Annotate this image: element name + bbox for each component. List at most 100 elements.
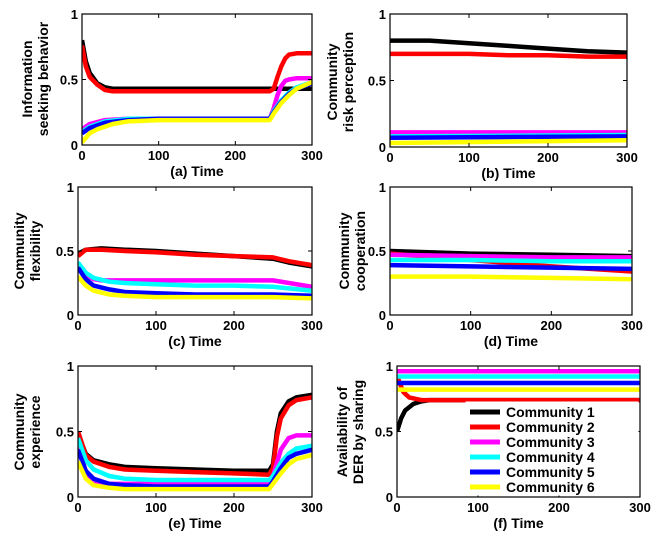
y-axis-label-line: Community [11,212,27,289]
y-tick-label: 0 [71,138,78,153]
panel-f: 0 100 200 300 0 0.5 1 (f) Time Availability ofDE… [334,359,651,531]
x-tick-label: 0 [393,500,400,515]
y-tick-label: 1 [71,7,78,22]
x-tick-label: 100 [145,500,167,515]
y-axis-label-line: cooperation [352,211,368,291]
series-group [82,39,312,144]
series-line-community-5 [390,262,632,272]
y-axis-label-line: flexibility [27,220,43,281]
y-tick-label: 0 [67,490,74,505]
y-axis-label-line: seeking behavior [35,21,51,136]
panel-a: 0 100 200 300 0 0.5 1 (a) Time Informationseekin… [19,7,323,179]
x-tick-label: 300 [301,318,323,333]
y-tick-label: 0 [386,490,393,505]
y-axis-label: Communitycooperation [336,211,368,291]
y-tick-label: 0 [379,140,386,155]
y-tick-label: 0.5 [375,425,393,440]
x-tick-label: 300 [629,500,651,515]
x-tick-label: 0 [78,148,85,163]
y-axis-label-line: experience [27,395,43,468]
series-line-community-6 [390,138,627,146]
y-axis-label-line: DER by sharing [350,380,366,484]
x-tick-label: 200 [537,150,559,165]
legend-entry-label: Community 4 [506,449,595,465]
y-axis-label-line: Information [19,41,35,118]
y-axis-label: Availability ofDER by sharing [334,380,366,484]
x-tick-label: 100 [460,318,482,333]
series-group [78,392,312,492]
x-tick-label: 100 [148,148,170,163]
series-line-community-6 [78,452,312,492]
panel-d: 0 100 200 300 0 0.5 1 (d) Time Communitycooperat… [336,180,643,349]
y-tick-label: 0 [379,308,386,323]
y-tick-label: 1 [67,359,74,374]
x-axis-label: (c) Time [168,333,222,349]
y-tick-label: 1 [379,180,386,195]
series-line-community-5 [78,266,312,299]
y-axis-label: Informationseeking behavior [19,21,51,136]
legend-entry-label: Community 5 [506,464,595,480]
series-line-community-4 [78,437,312,483]
series-line-community-2 [82,44,312,94]
y-tick-label: 0.5 [368,244,386,259]
series-group [390,38,627,146]
y-tick-label: 1 [379,7,386,22]
x-tick-label: 200 [540,318,562,333]
legend-entry-label: Community 6 [506,479,595,495]
x-tick-label: 200 [224,148,246,163]
series-line-community-1 [390,38,627,55]
x-axis-label: (a) Time [170,163,224,179]
series-line-community-5 [78,447,312,489]
x-tick-label: 100 [467,500,489,515]
series-group [397,368,640,433]
panel-c: 0 100 200 300 0 0.5 1 (c) Time Communityflexibil… [11,180,323,349]
y-axis-label-line: Community [11,393,27,470]
y-axis-label: Communityflexibility [11,212,43,289]
series-line-community-4 [78,261,312,293]
series-line-community-5 [390,134,627,140]
y-axis-label: Communityrisk perception [324,32,356,132]
x-tick-label: 200 [223,318,245,333]
series-line-community-4 [390,257,632,264]
x-tick-label: 300 [301,148,323,163]
panel-e: 0 100 200 300 0 0.5 1 (e) Time Communityexperien… [11,359,323,531]
y-tick-label: 0.5 [60,73,78,88]
series-group [390,248,632,282]
series-line-community-2 [78,395,312,477]
series-line-community-2 [390,51,627,59]
y-axis-label-line: Community [324,43,340,120]
x-tick-label: 0 [386,150,393,165]
x-tick-label: 0 [386,318,393,333]
x-tick-label: 100 [145,318,167,333]
y-tick-label: 1 [67,180,74,195]
y-axis-label-line: Availability of [334,386,350,477]
x-tick-label: 100 [458,150,480,165]
series-line-community-2 [78,247,312,268]
legend-entry-label: Community 1 [506,404,595,420]
x-axis-label: (b) Time [481,165,535,181]
x-tick-label: 200 [223,500,245,515]
legend-entry-label: Community 2 [506,419,595,435]
y-tick-label: 0 [67,308,74,323]
series-line-community-2 [397,374,640,403]
x-tick-label: 300 [301,500,323,515]
x-tick-label: 0 [74,500,81,515]
series-line-community-6 [390,274,632,282]
axes-frame [389,13,628,148]
legend-entry-label: Community 3 [506,434,595,450]
y-tick-label: 0.5 [56,244,74,259]
y-axis-label-line: Community [336,212,352,289]
series-line-community-3 [390,252,632,260]
legend-box [465,401,639,496]
x-axis-label: (e) Time [168,515,222,531]
series-line-community-6 [78,275,312,301]
x-tick-label: 300 [621,318,643,333]
y-axis-label: Communityexperience [11,393,43,470]
y-axis-label-line: risk perception [340,32,356,132]
y-tick-label: 1 [386,359,393,374]
y-tick-label: 0.5 [56,425,74,440]
panel-b: 0 100 200 300 0 0.5 1 (b) Time Communityrisk per… [324,7,638,181]
x-axis-label: (d) Time [484,333,538,349]
